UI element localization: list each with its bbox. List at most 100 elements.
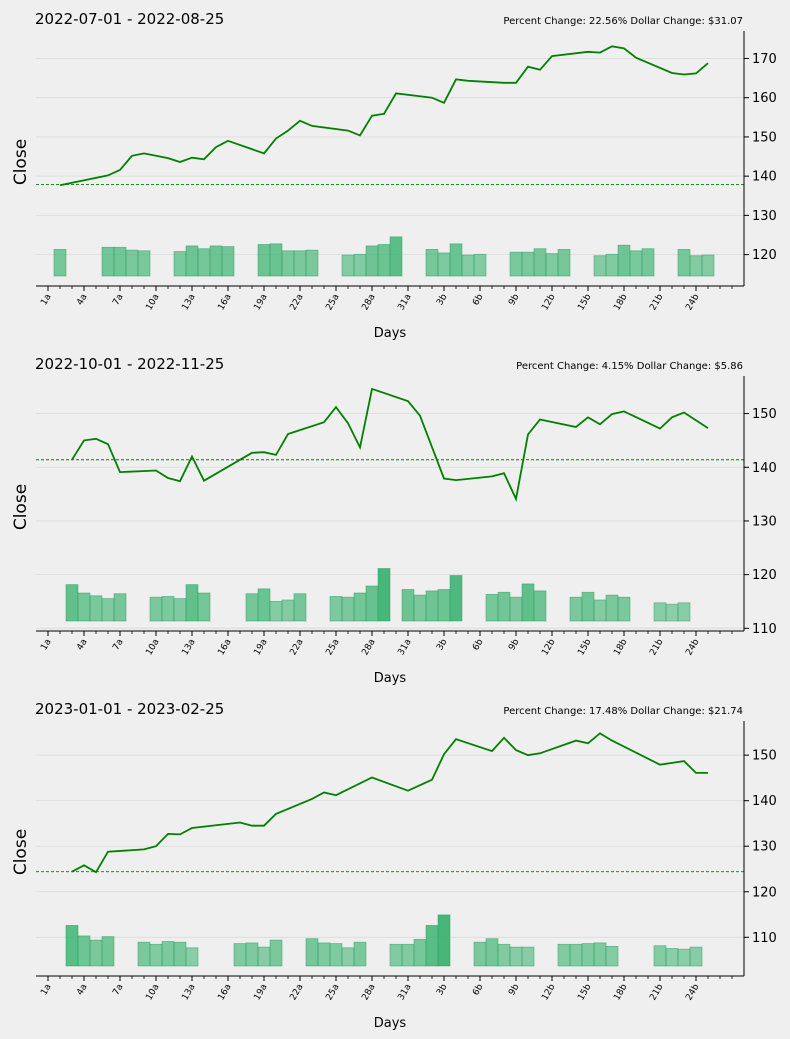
chart-title: 2023-01-01 - 2023-02-25 <box>35 700 224 718</box>
y-tick-label: 140 <box>752 461 777 476</box>
volume-bar <box>677 248 691 277</box>
volume-bar <box>89 595 103 622</box>
x-tick-label: 1a <box>39 638 53 653</box>
y-tick-label: 120 <box>752 568 777 583</box>
volume-bar <box>353 592 367 622</box>
x-tick-label: 9b <box>507 637 522 652</box>
volume-bar <box>209 245 223 277</box>
x-tick-label: 22a <box>288 293 305 313</box>
y-tick-label: 140 <box>752 170 777 185</box>
volume-bar <box>485 593 499 622</box>
volume-bar <box>425 248 439 277</box>
volume-bar <box>617 596 631 622</box>
x-tick-label: 1a <box>39 983 53 998</box>
x-tick-label: 18b <box>612 292 629 312</box>
chart-panel-2: 1a 4a 7a 10a 13a 16a 19a 22a 25a 28a 31a 3b 6b 9b 12b 1… <box>11 355 777 686</box>
volume-bar <box>389 236 403 277</box>
x-axis-label: Days <box>374 671 407 686</box>
volume-bar <box>161 596 175 622</box>
volume-bar <box>233 943 247 967</box>
y-tick-label: 140 <box>752 794 777 809</box>
volume-bar <box>65 924 79 967</box>
volume-bar <box>653 602 667 622</box>
change-summary: Percent Change: 4.15% Dollar Change: $5.… <box>516 361 743 372</box>
volume-bar <box>125 249 139 277</box>
x-tick-label: 15b <box>576 292 593 312</box>
volume-bar <box>593 599 607 622</box>
volume-bar <box>185 947 199 967</box>
volume-bar <box>185 245 199 277</box>
volume-bar <box>665 948 679 967</box>
volume-bar <box>557 943 571 967</box>
volume-bar <box>65 584 79 622</box>
volume-bar <box>113 593 127 622</box>
x-tick-label: 25a <box>324 638 341 658</box>
x-tick-label: 12b <box>540 982 557 1002</box>
volume-bar <box>533 590 547 622</box>
volume-bar <box>149 943 163 967</box>
volume-bar <box>497 943 511 967</box>
y-tick-label: 110 <box>752 622 777 637</box>
y-tick-label: 110 <box>752 931 777 946</box>
x-tick-label: 15b <box>576 637 593 657</box>
x-tick-label: 3b <box>435 637 450 652</box>
volume-bar <box>485 938 499 967</box>
x-tick-label: 28a <box>360 983 377 1003</box>
x-tick-label: 28a <box>360 293 377 313</box>
volume-bar <box>449 243 463 277</box>
x-tick-label: 3b <box>435 982 450 997</box>
x-tick-label: 21b <box>648 292 665 312</box>
volume-bar <box>293 250 307 277</box>
volume-bar <box>365 245 379 277</box>
change-summary: Percent Change: 22.56% Dollar Change: $3… <box>503 16 743 27</box>
volume-bar <box>173 941 187 967</box>
chart-title: 2022-07-01 - 2022-08-25 <box>35 10 224 28</box>
volume-bar <box>137 941 151 967</box>
volume-bar <box>101 246 115 277</box>
x-tick-label: 9b <box>507 292 522 307</box>
volume-bar <box>389 943 403 967</box>
volume-bar <box>569 596 583 622</box>
volume-bar <box>281 250 295 277</box>
volume-bar <box>293 593 307 622</box>
x-tick-label: 13a <box>180 638 197 658</box>
chart-panel-1: 1a 4a 7a 10a 13a 16a 19a 22a 25a 28a 31a 3b 6b 9b 12b 1… <box>11 10 777 341</box>
x-tick-label: 31a <box>396 638 413 658</box>
x-tick-label: 21b <box>648 982 665 1002</box>
volume-bar <box>689 255 703 277</box>
x-tick-label: 7a <box>111 293 125 308</box>
x-tick-label: 16a <box>216 293 233 313</box>
x-tick-label: 13a <box>180 293 197 313</box>
volume-bar <box>569 943 583 967</box>
x-tick-label: 6b <box>471 637 486 652</box>
x-tick-label: 25a <box>324 983 341 1003</box>
volume-bar <box>665 603 679 622</box>
x-tick-label: 15b <box>576 982 593 1002</box>
x-tick-label: 19a <box>252 983 269 1003</box>
volume-bar <box>605 594 619 622</box>
volume-bar <box>545 253 559 277</box>
y-tick-label: 170 <box>752 52 777 67</box>
x-tick-label: 7a <box>111 983 125 998</box>
y-tick-label: 160 <box>752 91 777 106</box>
volume-bar <box>401 943 415 967</box>
volume-bar <box>173 598 187 622</box>
volume-bar <box>197 248 211 277</box>
volume-bar <box>497 591 511 622</box>
volume-bar <box>557 248 571 277</box>
volume-bar <box>137 250 151 277</box>
volume-bar <box>245 942 259 967</box>
volume-bar <box>257 588 271 622</box>
x-tick-label: 4a <box>75 983 89 998</box>
volume-bar <box>521 251 535 277</box>
x-tick-label: 10a <box>144 293 161 313</box>
volume-bar <box>317 942 331 967</box>
x-tick-label: 10a <box>144 983 161 1003</box>
volume-bar <box>437 252 451 277</box>
volume-bar <box>521 946 535 967</box>
volume-bar <box>329 596 343 622</box>
x-tick-label: 4a <box>75 293 89 308</box>
y-tick-label: 130 <box>752 514 777 529</box>
y-tick-label: 130 <box>752 840 777 855</box>
volume-bar <box>329 943 343 967</box>
